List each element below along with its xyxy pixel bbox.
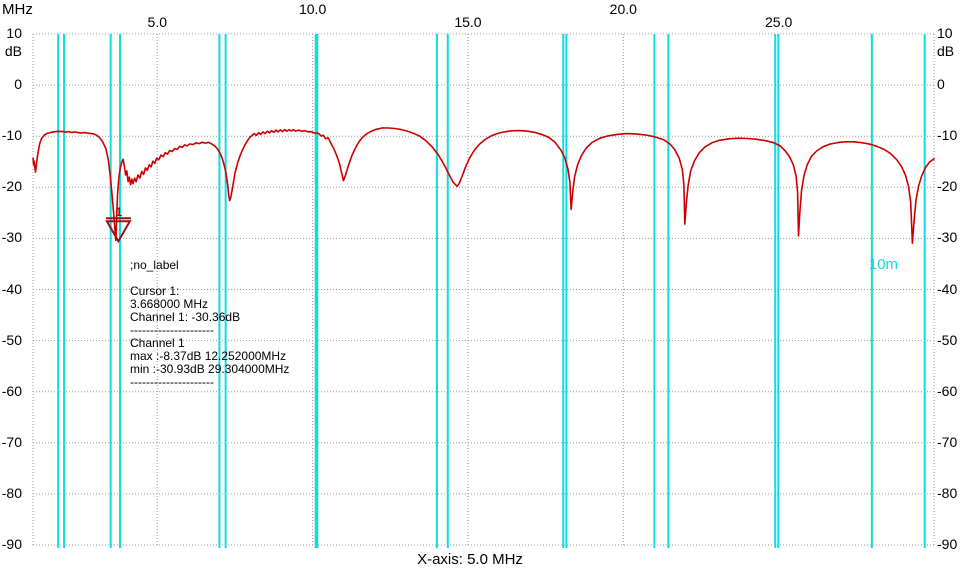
y-tick-label-r--60: -60 <box>937 382 958 399</box>
x-tick-label-10.0: 10.0 <box>298 1 327 17</box>
info-line: Channel 1: -30.36dB <box>130 310 241 324</box>
info-line: Channel 1 <box>130 336 185 350</box>
info-line: Cursor 1: <box>130 284 180 298</box>
x-tick-label-5.0: 5.0 <box>147 14 167 30</box>
info-line: min :-30.93dB 29.304000MHz <box>130 362 290 376</box>
y-tick-label-l-10: 10 <box>6 25 22 41</box>
info-line: --------------------- <box>130 375 214 389</box>
y-tick-label-l--40: -40 <box>1 280 22 297</box>
y-tick-label-r--80: -80 <box>937 484 958 501</box>
y-tick-label-r--20: -20 <box>937 178 958 195</box>
x-tick-label-20.0: 20.0 <box>609 1 637 17</box>
cursor-arrow-icon <box>105 220 132 244</box>
info-line: ;no_label <box>130 258 179 272</box>
y-tick-label-r--30: -30 <box>937 229 958 246</box>
y-tick-label-l--30: -30 <box>1 229 22 246</box>
y-tick-label-r--70: -70 <box>937 433 958 450</box>
y-tick-label-r-10: 10 <box>937 25 953 41</box>
y-tick-label-l--10: -10 <box>1 127 22 144</box>
y-tick-label-r-0: 0 <box>937 76 945 93</box>
y-tick-label-r--10: -10 <box>937 127 958 144</box>
y-tick-label-l--80: -80 <box>1 484 22 501</box>
y-tick-label-l--70: -70 <box>1 433 22 450</box>
y-unit-label-right: dB <box>937 43 955 59</box>
y-tick-label-l-0: 0 <box>14 76 22 93</box>
y-tick-label-r--90: -90 <box>937 536 958 552</box>
x-unit-label: MHz <box>2 1 33 18</box>
cursor-1-marker[interactable]: 1 <box>105 205 132 244</box>
info-line: max :-8.37dB 12.252000MHz <box>130 349 287 363</box>
y-unit-label-left: dB <box>4 43 22 59</box>
info-line: 3.668000 MHz <box>130 297 209 311</box>
x-axis-scale-label: X-axis: 5.0 MHz <box>417 551 523 568</box>
cursor-number: 1 <box>116 205 123 219</box>
channel1-trace <box>32 127 935 244</box>
cursor-info-box: ;no_label Cursor 1: 3.668000 MHz Channel 1:… <box>130 259 289 389</box>
y-tick-label-r--40: -40 <box>937 280 958 297</box>
y-tick-label-l--90: -90 <box>1 536 22 552</box>
y-tick-label-l--60: -60 <box>1 382 22 399</box>
y-tick-label-r--50: -50 <box>937 331 958 348</box>
info-line: --------------------- <box>130 323 214 337</box>
y-tick-label-l--20: -20 <box>1 178 22 195</box>
x-tick-label-15.0: 15.0 <box>454 14 482 30</box>
x-tick-label-25.0: 25.0 <box>765 14 793 30</box>
y-tick-label-l--50: -50 <box>1 331 22 348</box>
band-label-10m: 10m <box>868 256 899 273</box>
